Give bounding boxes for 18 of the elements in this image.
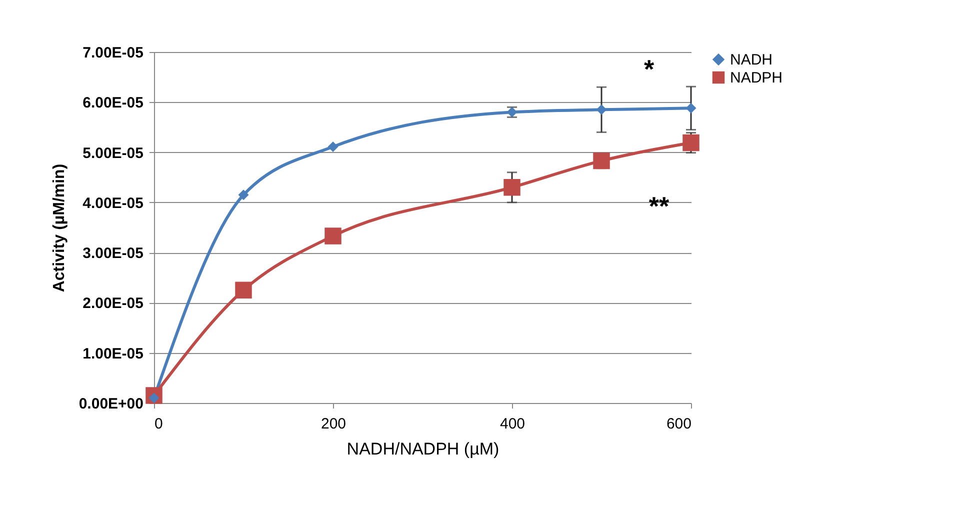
legend-label: NADH [730,52,773,68]
y-tick-label: 0.00E+00 [78,396,144,412]
y-tick-label: 4.00E-05 [82,194,144,212]
legend-label: NADPH [730,70,783,86]
x-tick-label: 600 [666,416,692,432]
y-tick-label: 6.00E-05 [82,94,144,112]
y-tick-label: 3.00E-05 [82,245,144,262]
annotation: * [644,54,655,84]
y-axis-title: Activity (µM/min) [50,164,68,292]
x-tick-label: 400 [500,416,526,432]
y-tick-label: 2.00E-05 [82,295,144,312]
annotation: ** [648,191,670,221]
x-tick-label: 200 [320,416,346,432]
y-tick-label: 7.00E-05 [82,44,144,62]
y-tick-label: 5.00E-05 [82,144,144,162]
y-tick-label: 1.00E-05 [82,345,144,362]
x-axis-title: NADH/NADPH (µM) [346,440,500,458]
x-tick-label: 0 [154,416,163,432]
